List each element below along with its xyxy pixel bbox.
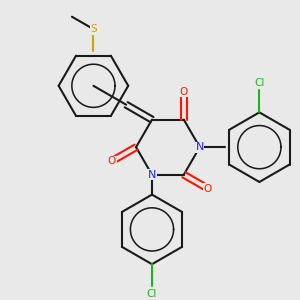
Text: O: O bbox=[180, 87, 188, 97]
Text: Cl: Cl bbox=[147, 289, 157, 299]
Text: O: O bbox=[108, 156, 116, 166]
Text: N: N bbox=[148, 170, 156, 180]
Text: N: N bbox=[196, 142, 204, 152]
Text: S: S bbox=[90, 24, 97, 34]
Text: Cl: Cl bbox=[254, 77, 265, 88]
Text: O: O bbox=[204, 184, 212, 194]
